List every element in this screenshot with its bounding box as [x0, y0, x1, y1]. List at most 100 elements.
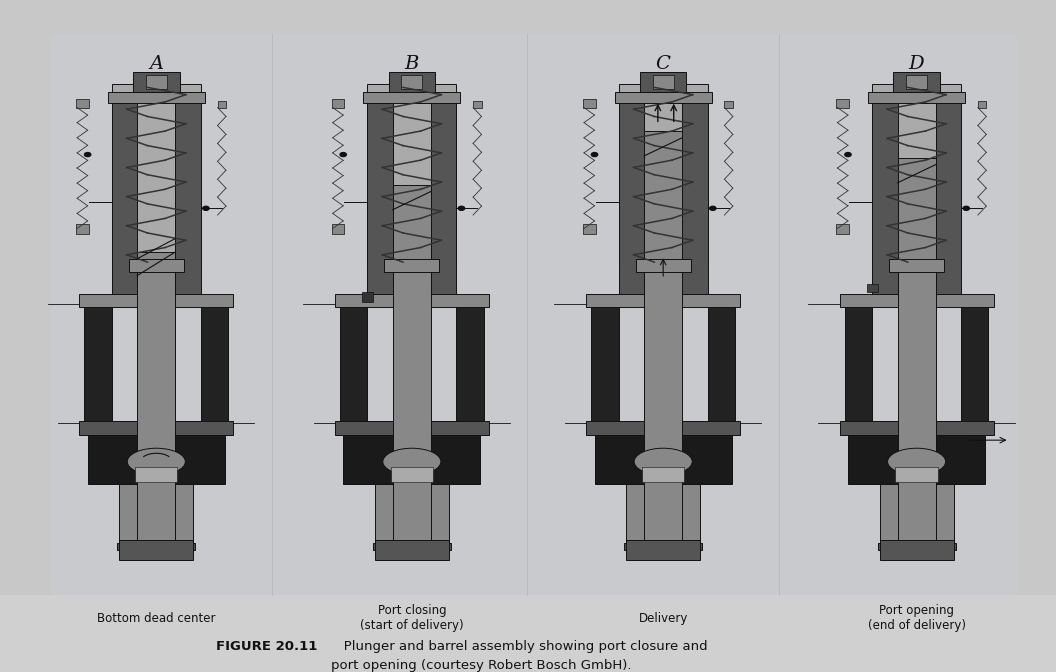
- Ellipse shape: [127, 448, 186, 475]
- Bar: [640, 72, 686, 92]
- Bar: [391, 467, 433, 482]
- Bar: [583, 224, 596, 234]
- Text: FIGURE 20.11: FIGURE 20.11: [216, 640, 318, 653]
- Bar: [644, 131, 682, 541]
- Bar: [872, 84, 961, 265]
- Bar: [868, 92, 965, 103]
- Bar: [840, 294, 994, 307]
- Bar: [619, 97, 644, 306]
- Text: Port closing
(start of delivery): Port closing (start of delivery): [360, 604, 464, 632]
- Bar: [636, 259, 691, 272]
- Bar: [367, 84, 456, 265]
- Bar: [76, 224, 89, 234]
- Bar: [898, 158, 936, 541]
- Bar: [137, 97, 175, 306]
- Bar: [615, 92, 712, 103]
- Bar: [591, 299, 619, 427]
- Ellipse shape: [634, 448, 693, 475]
- Bar: [393, 97, 431, 306]
- Bar: [335, 294, 489, 307]
- Bar: [332, 224, 344, 234]
- Text: Delivery: Delivery: [639, 612, 687, 625]
- Bar: [936, 97, 961, 306]
- Bar: [653, 75, 674, 89]
- Bar: [335, 421, 489, 435]
- Text: Bottom dead center: Bottom dead center: [97, 612, 215, 625]
- Bar: [583, 99, 596, 108]
- Bar: [456, 299, 484, 427]
- Bar: [393, 185, 431, 541]
- Text: C: C: [656, 55, 671, 73]
- Bar: [586, 294, 740, 307]
- Bar: [848, 431, 985, 484]
- Bar: [363, 92, 460, 103]
- Circle shape: [845, 153, 851, 157]
- Ellipse shape: [383, 448, 441, 475]
- Bar: [626, 427, 700, 544]
- Circle shape: [963, 206, 969, 210]
- Bar: [845, 299, 872, 427]
- Bar: [840, 421, 994, 435]
- Bar: [112, 84, 201, 265]
- Bar: [586, 421, 740, 435]
- Circle shape: [340, 153, 346, 157]
- Bar: [135, 467, 177, 482]
- Text: D: D: [909, 55, 924, 73]
- Bar: [375, 540, 449, 560]
- Bar: [218, 101, 226, 108]
- Text: Plunger and barrel assembly showing port closure and: Plunger and barrel assembly showing port…: [331, 640, 708, 653]
- Text: port opening (courtesy Robert Bosch GmbH).: port opening (courtesy Robert Bosch GmbH…: [331, 659, 631, 672]
- Bar: [867, 284, 878, 292]
- Bar: [340, 299, 367, 427]
- Bar: [880, 427, 954, 544]
- Bar: [373, 543, 451, 550]
- Bar: [978, 101, 986, 108]
- Bar: [961, 299, 988, 427]
- Bar: [146, 75, 167, 89]
- Bar: [708, 299, 735, 427]
- Bar: [129, 259, 184, 272]
- Bar: [473, 101, 482, 108]
- Circle shape: [84, 153, 91, 157]
- Circle shape: [591, 153, 598, 157]
- Bar: [893, 72, 940, 92]
- Bar: [137, 252, 175, 541]
- Bar: [624, 543, 702, 550]
- Bar: [595, 431, 732, 484]
- Bar: [644, 97, 682, 306]
- Bar: [906, 75, 927, 89]
- Text: Port opening
(end of delivery): Port opening (end of delivery): [868, 604, 965, 632]
- Bar: [108, 92, 205, 103]
- Circle shape: [710, 206, 716, 210]
- Bar: [119, 540, 193, 560]
- Bar: [84, 299, 112, 427]
- Bar: [117, 543, 195, 550]
- Text: A: A: [149, 55, 164, 73]
- Bar: [88, 431, 225, 484]
- Text: B: B: [404, 55, 419, 73]
- Bar: [201, 299, 228, 427]
- Bar: [362, 292, 373, 302]
- Bar: [384, 259, 439, 272]
- Bar: [626, 540, 700, 560]
- Bar: [619, 84, 708, 265]
- Bar: [79, 294, 233, 307]
- Bar: [0, 595, 1056, 672]
- Bar: [112, 97, 137, 306]
- Bar: [836, 99, 849, 108]
- Bar: [431, 97, 456, 306]
- Bar: [889, 259, 944, 272]
- Bar: [76, 99, 89, 108]
- Bar: [119, 427, 193, 544]
- Bar: [836, 224, 849, 234]
- Bar: [343, 431, 480, 484]
- Bar: [79, 421, 233, 435]
- Bar: [898, 97, 936, 306]
- Bar: [880, 540, 954, 560]
- Bar: [878, 543, 956, 550]
- Bar: [724, 101, 733, 108]
- Bar: [375, 427, 449, 544]
- Bar: [682, 97, 708, 306]
- Bar: [51, 34, 1017, 595]
- Bar: [401, 75, 422, 89]
